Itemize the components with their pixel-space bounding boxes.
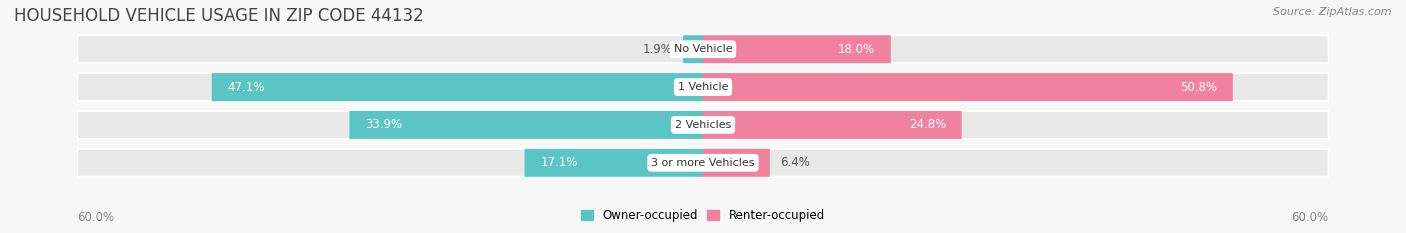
FancyBboxPatch shape bbox=[77, 149, 1329, 177]
FancyBboxPatch shape bbox=[212, 73, 703, 101]
Text: 33.9%: 33.9% bbox=[366, 118, 402, 131]
FancyBboxPatch shape bbox=[524, 149, 703, 177]
Text: 17.1%: 17.1% bbox=[540, 156, 578, 169]
Text: 2 Vehicles: 2 Vehicles bbox=[675, 120, 731, 130]
Text: 60.0%: 60.0% bbox=[1292, 211, 1329, 224]
FancyBboxPatch shape bbox=[77, 73, 1329, 101]
Text: 1 Vehicle: 1 Vehicle bbox=[678, 82, 728, 92]
Text: HOUSEHOLD VEHICLE USAGE IN ZIP CODE 44132: HOUSEHOLD VEHICLE USAGE IN ZIP CODE 4413… bbox=[14, 7, 423, 25]
Text: Source: ZipAtlas.com: Source: ZipAtlas.com bbox=[1274, 7, 1392, 17]
Legend: Owner-occupied, Renter-occupied: Owner-occupied, Renter-occupied bbox=[576, 205, 830, 227]
Text: 3 or more Vehicles: 3 or more Vehicles bbox=[651, 158, 755, 168]
Text: 18.0%: 18.0% bbox=[838, 43, 875, 56]
FancyBboxPatch shape bbox=[77, 111, 1329, 139]
FancyBboxPatch shape bbox=[703, 35, 891, 63]
Text: 24.8%: 24.8% bbox=[908, 118, 946, 131]
FancyBboxPatch shape bbox=[350, 111, 703, 139]
FancyBboxPatch shape bbox=[683, 35, 703, 63]
FancyBboxPatch shape bbox=[703, 111, 962, 139]
Text: No Vehicle: No Vehicle bbox=[673, 44, 733, 54]
FancyBboxPatch shape bbox=[703, 149, 770, 177]
Text: 60.0%: 60.0% bbox=[77, 211, 114, 224]
FancyBboxPatch shape bbox=[77, 35, 1329, 63]
Text: 6.4%: 6.4% bbox=[780, 156, 810, 169]
Text: 47.1%: 47.1% bbox=[228, 81, 264, 94]
Text: 1.9%: 1.9% bbox=[643, 43, 672, 56]
FancyBboxPatch shape bbox=[703, 73, 1233, 101]
Text: 50.8%: 50.8% bbox=[1180, 81, 1218, 94]
